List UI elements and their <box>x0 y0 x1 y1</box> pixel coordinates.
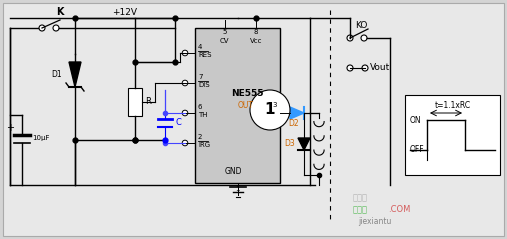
Text: 3: 3 <box>272 102 276 108</box>
Text: 6: 6 <box>198 104 202 110</box>
Circle shape <box>39 25 45 31</box>
Bar <box>128 88 142 116</box>
Text: +12V: +12V <box>113 7 137 16</box>
Text: 2: 2 <box>198 134 202 140</box>
Text: NE555: NE555 <box>232 89 264 98</box>
Bar <box>195 28 280 183</box>
Polygon shape <box>290 107 304 119</box>
Text: GND: GND <box>225 167 242 175</box>
Circle shape <box>347 35 353 41</box>
Polygon shape <box>69 62 81 87</box>
Circle shape <box>182 50 188 56</box>
Text: C: C <box>175 118 181 127</box>
Circle shape <box>362 65 368 71</box>
Text: OUT: OUT <box>238 101 254 109</box>
Text: +: + <box>6 123 14 133</box>
Text: D2: D2 <box>288 119 299 127</box>
Text: R: R <box>145 98 151 107</box>
Text: 8: 8 <box>254 29 259 35</box>
Circle shape <box>361 35 367 41</box>
Text: 接线图: 接线图 <box>352 206 368 214</box>
Text: .COM: .COM <box>388 206 410 214</box>
Text: 1: 1 <box>265 103 275 118</box>
Text: 10μF: 10μF <box>32 135 50 141</box>
Text: Vout: Vout <box>370 64 390 72</box>
Circle shape <box>182 80 188 86</box>
Text: 4: 4 <box>198 44 202 50</box>
Text: D3: D3 <box>284 140 296 148</box>
Text: CV: CV <box>220 38 230 44</box>
Polygon shape <box>298 138 310 150</box>
Circle shape <box>182 110 188 116</box>
Text: 7: 7 <box>198 74 202 80</box>
Text: 1: 1 <box>235 186 240 192</box>
Circle shape <box>182 140 188 146</box>
Text: t=1.1xRC: t=1.1xRC <box>434 101 470 109</box>
Circle shape <box>347 65 353 71</box>
Text: RES: RES <box>198 52 211 58</box>
Text: D1: D1 <box>52 70 62 79</box>
Text: KO: KO <box>355 21 368 29</box>
Bar <box>405 95 500 175</box>
Text: ON: ON <box>410 115 422 125</box>
Text: Vcc: Vcc <box>250 38 263 44</box>
Text: DIS: DIS <box>198 82 209 88</box>
Text: IRG: IRG <box>198 142 210 148</box>
Text: jiexiantu: jiexiantu <box>358 217 392 227</box>
Text: TH: TH <box>198 112 207 118</box>
Circle shape <box>53 25 59 31</box>
Text: 5: 5 <box>223 29 227 35</box>
Text: K: K <box>56 7 64 17</box>
Circle shape <box>250 90 290 130</box>
Text: 电源宝: 电源宝 <box>352 194 368 202</box>
Text: OFF: OFF <box>410 146 425 154</box>
